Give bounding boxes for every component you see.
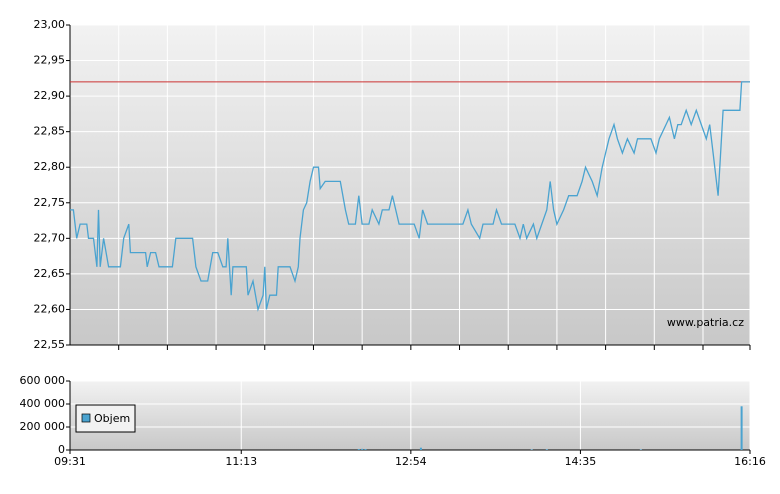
y-tick-label: 600 000 (20, 374, 66, 387)
legend-label: Objem (94, 412, 130, 425)
legend-swatch (81, 413, 91, 423)
watermark: www.patria.cz (667, 316, 744, 329)
y-tick-label: 22,60 (34, 302, 66, 315)
y-tick-label: 400 000 (20, 397, 66, 410)
y-tick-label: 22,90 (34, 89, 66, 102)
y-tick-label: 22,70 (34, 231, 66, 244)
y-tick-label: 22,55 (34, 338, 66, 351)
y-tick-label: 22,75 (34, 196, 66, 209)
volume-bar (530, 449, 533, 450)
y-tick-label: 200 000 (20, 420, 66, 433)
y-tick-label: 23,00 (34, 18, 66, 31)
y-tick-label: 0 (58, 443, 65, 456)
y-tick-label: 22,80 (34, 160, 66, 173)
volume-bar (740, 406, 743, 450)
volume-bar (419, 447, 422, 450)
x-tick-label: 09:31 (54, 455, 86, 468)
plot-area (70, 25, 750, 345)
x-tick-label: 11:13 (225, 455, 257, 468)
volume-bar (357, 449, 360, 450)
volume-bar (545, 449, 548, 450)
y-tick-label: 22,95 (34, 54, 66, 67)
volume-bar (639, 449, 642, 450)
volume-bar (364, 449, 367, 450)
price-line (70, 81, 750, 312)
y-tick-label: 22,85 (34, 125, 66, 138)
x-tick-label: 12:54 (395, 455, 427, 468)
plot-area (70, 381, 750, 450)
x-tick-label: 14:35 (565, 455, 597, 468)
y-tick-label: 22,65 (34, 267, 66, 280)
x-tick-label: 16:16 (734, 455, 766, 468)
volume-bar (361, 448, 364, 450)
